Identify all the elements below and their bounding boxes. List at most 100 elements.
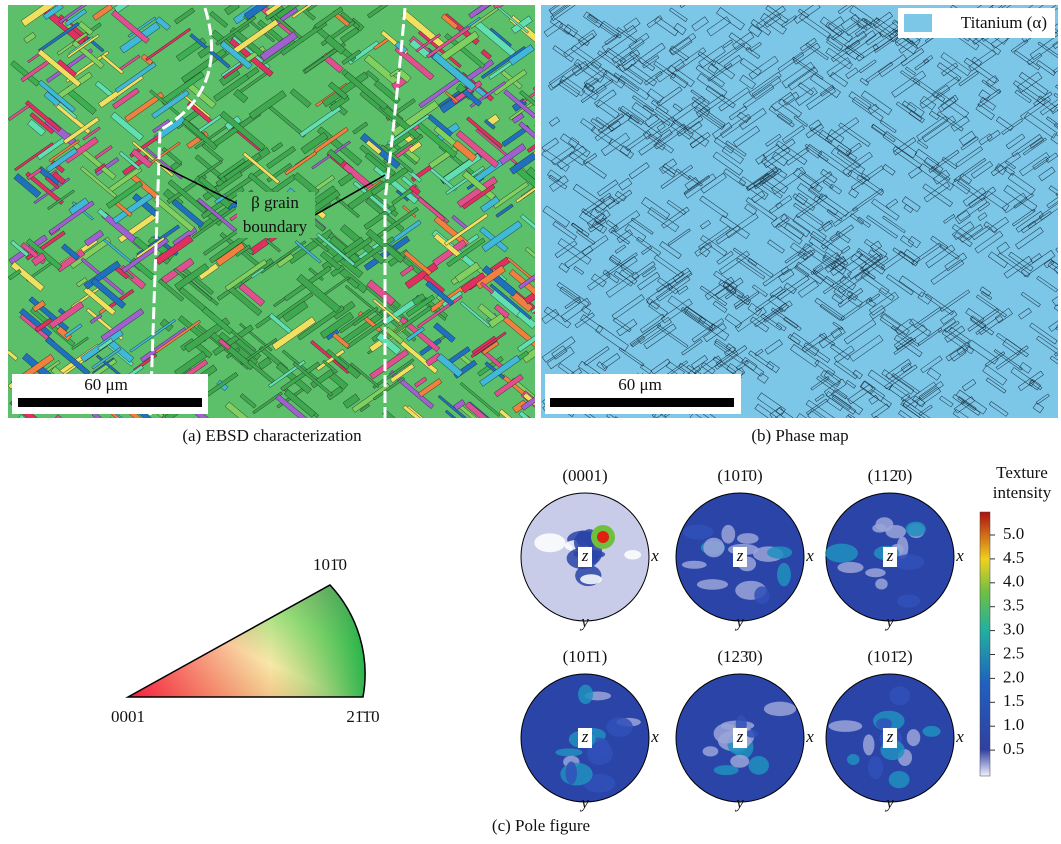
pole-blob (825, 544, 858, 563)
grain-edge (873, 416, 903, 439)
pole-blob (868, 756, 883, 779)
axis-label: y (884, 612, 894, 631)
ipf-label: 0001 (111, 707, 145, 726)
pole-title: (123̄0) (717, 647, 762, 666)
colorbar-label: 2.0 (1003, 667, 1024, 686)
colorbar-label: 1.5 (1003, 691, 1024, 710)
axis-label: z (886, 546, 894, 565)
pole-blob (837, 562, 863, 573)
axis-label: z (581, 546, 589, 565)
pole-blob (872, 524, 886, 533)
pole-blob (897, 594, 920, 608)
colorbar-label: 3.0 (1003, 620, 1024, 639)
axis-label: z (736, 727, 744, 746)
pole-blob (875, 578, 888, 589)
pole-blob (730, 755, 749, 768)
ipf-label: 101̄0 (313, 555, 347, 574)
pole-blob (863, 734, 874, 755)
pole-blob (578, 685, 593, 705)
pole-blob (829, 720, 863, 732)
pole-blob (847, 754, 860, 765)
caption: (b) Phase map (751, 426, 848, 445)
caption: (c) Pole figure (492, 816, 590, 835)
axis-label: x (650, 727, 659, 746)
grain (109, 417, 133, 438)
axis-label: y (884, 793, 894, 812)
pole-figure: (101̄0) z x y (676, 466, 814, 631)
axis-label: y (734, 612, 744, 631)
scale-label: 60 μm (618, 375, 662, 394)
axis-label: z (581, 727, 589, 746)
pole-blob (580, 574, 602, 584)
pole-blob (624, 550, 641, 559)
pole-blob (907, 729, 921, 746)
grain (402, 418, 447, 457)
pole-blob (703, 746, 719, 756)
grain (54, 415, 86, 443)
grain (525, 416, 565, 450)
axis-label: y (734, 793, 744, 812)
pole-blob (906, 522, 926, 537)
legend-swatch (904, 14, 932, 32)
colorbar-title: intensity (993, 483, 1052, 502)
axis-label: x (650, 546, 659, 565)
axis-label: z (736, 546, 744, 565)
colorbar-label: 3.5 (1003, 596, 1024, 615)
pole-blob (746, 730, 758, 738)
pole-blob (923, 726, 941, 737)
scale-label: 60 μm (84, 375, 128, 394)
pole-blob (865, 568, 886, 577)
colorbar-label: 1.0 (1003, 715, 1024, 734)
pole-title: (101̄0) (717, 466, 762, 485)
pole-figure: (101̄2) z x y (826, 647, 964, 812)
pole-title: (112̄0) (868, 466, 913, 485)
pole-blob (764, 702, 796, 716)
axis-label: y (579, 793, 589, 812)
pole-blob (890, 686, 910, 705)
pole-peak (597, 531, 609, 543)
colorbar-label: 5.0 (1003, 524, 1024, 543)
pole-blob (767, 546, 792, 558)
pole-blob (894, 554, 925, 570)
colorbar-title: Texture (996, 463, 1048, 482)
colorbar-label: 0.5 (1003, 739, 1024, 758)
scale-bar (18, 398, 202, 407)
scale-bar (550, 398, 734, 407)
pole-blob (697, 579, 728, 590)
legend-label: Titanium (α) (961, 13, 1047, 32)
grain (19, 414, 50, 441)
pole-blob (777, 563, 791, 587)
annotation: boundary (243, 217, 308, 236)
pole-blob (889, 771, 910, 788)
axis-label: z (886, 727, 894, 746)
pole-blob (703, 538, 724, 558)
pole-title: (101̄1) (563, 647, 608, 666)
annotation: β grain (251, 193, 299, 212)
axis-label: x (805, 546, 814, 565)
pole-blob (682, 561, 707, 569)
pole-blob (606, 717, 633, 737)
pole-blob (566, 761, 577, 784)
pole-title: (101̄2) (867, 647, 912, 666)
pole-blob (534, 533, 565, 552)
pole-blob (683, 525, 714, 540)
pole-blob (886, 525, 906, 538)
colorbar-label: 2.5 (1003, 643, 1024, 662)
pole-figure: (112̄0)zxy (825, 466, 964, 631)
pole-figure: (101̄1) z x y (521, 647, 659, 812)
pole-blob (555, 748, 582, 756)
ipf-outline (128, 585, 365, 697)
axis-label: y (579, 612, 589, 631)
colorbar-label: 4.5 (1003, 548, 1024, 567)
pole-blob (721, 525, 735, 544)
figure: β grain boundary 60 μm (a) EBSD characte… (0, 0, 1061, 844)
grain-edge (613, 417, 631, 432)
pole-blob (754, 586, 769, 604)
pole-blob (748, 756, 769, 775)
axis-label: x (955, 727, 964, 746)
pole-blob (737, 533, 759, 544)
colorbar-label: 4.0 (1003, 572, 1024, 591)
pole-figure: (0001)zxy (521, 466, 659, 631)
axis-label: x (805, 727, 814, 746)
colorbar (980, 512, 990, 776)
